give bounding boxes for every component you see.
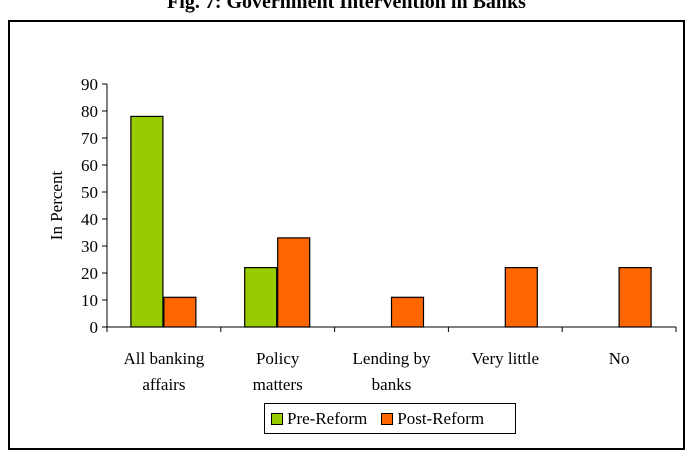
x-tick-label: banks — [372, 375, 412, 394]
bar-pre-reform-0 — [130, 115, 164, 328]
x-tick-label: No — [609, 349, 630, 368]
legend-swatch-pre-reform — [271, 412, 283, 425]
chart-frame — [8, 20, 685, 450]
legend-label-pre-reform: Pre-Reform — [287, 408, 368, 428]
legend-item-pre-reform: Pre-Reform — [271, 409, 367, 429]
y-axis-label: In Percent — [47, 171, 66, 241]
legend-item-post-reform: Post-Reform — [381, 409, 484, 429]
x-tick-label: matters — [253, 375, 303, 394]
x-tick-label: All banking — [124, 349, 205, 368]
y-tick-label: 50 — [81, 183, 98, 202]
bar-post-reform-1 — [277, 237, 311, 328]
chart-title: Fig. 7: Government Intervention in Banks — [167, 0, 526, 13]
y-tick-label: 60 — [81, 156, 98, 175]
legend: Pre-Reform Post-Reform — [264, 403, 516, 434]
bar-post-reform-4 — [618, 267, 652, 328]
bar-post-reform-3 — [504, 267, 538, 328]
y-tick-label: 0 — [90, 318, 99, 337]
y-tick-label: 30 — [81, 237, 98, 256]
legend-swatch-post-reform — [381, 412, 394, 425]
bar-post-reform-0 — [163, 296, 197, 328]
x-tick-label: affairs — [142, 375, 185, 394]
x-tick-label: Lending by — [353, 349, 431, 368]
y-tick-label: 70 — [81, 129, 98, 148]
x-tick-label: Very little — [472, 349, 540, 368]
x-tick-label: Policy — [256, 349, 300, 368]
y-tick-label: 10 — [81, 291, 98, 310]
y-tick-label: 90 — [81, 75, 98, 94]
y-tick-label: 80 — [81, 102, 98, 121]
y-tick-label: 20 — [81, 264, 98, 283]
bar-post-reform-2 — [390, 296, 425, 328]
bar-pre-reform-1 — [244, 267, 278, 328]
legend-label-post-reform: Post-Reform — [397, 408, 485, 428]
y-tick-label: 40 — [81, 210, 98, 229]
